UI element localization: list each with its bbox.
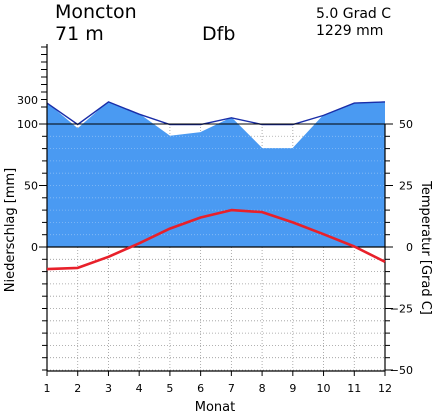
right-tick-label: −25 bbox=[390, 303, 413, 316]
x-tick-label: 8 bbox=[259, 382, 266, 395]
x-tick-label: 5 bbox=[166, 382, 173, 395]
x-tick-label: 7 bbox=[228, 382, 235, 395]
precipitation-compressed-edge bbox=[46, 101, 386, 126]
x-tick-label: 11 bbox=[347, 382, 361, 395]
right-tick-label: 25 bbox=[399, 180, 413, 193]
left-tick-label: 0 bbox=[31, 241, 38, 254]
x-tick-label: 3 bbox=[105, 382, 112, 395]
left-tick-label: 300 bbox=[17, 94, 38, 107]
right-tick-label: 50 bbox=[399, 118, 413, 131]
left-tick-label: 50 bbox=[24, 180, 38, 193]
station-elevation: 71 m bbox=[55, 23, 104, 45]
x-axis-title: Monat bbox=[195, 400, 235, 415]
temperature-series bbox=[46, 208, 386, 271]
right-tick-label: −50 bbox=[390, 364, 413, 377]
x-tick-label: 10 bbox=[317, 382, 331, 395]
precipitation-series bbox=[46, 101, 386, 248]
x-tick-label: 6 bbox=[197, 382, 204, 395]
annual-precipitation: 1229 mm bbox=[316, 23, 383, 39]
left-tick-label: 100 bbox=[17, 118, 38, 131]
right-tick-label: 0 bbox=[406, 241, 413, 254]
x-tick-label: 9 bbox=[289, 382, 296, 395]
right-axis-title: Temperatur [Grad C] bbox=[418, 180, 433, 315]
axes bbox=[39, 44, 393, 376]
precipitation-area bbox=[47, 101, 385, 248]
x-tick-label: 2 bbox=[74, 382, 81, 395]
x-tick-label: 12 bbox=[378, 382, 392, 395]
x-tick-label: 4 bbox=[136, 382, 143, 395]
mean-temperature: 5.0 Grad C bbox=[316, 6, 391, 22]
left-axis-title: Niederschlag [mm] bbox=[3, 168, 18, 293]
x-tick-label: 1 bbox=[44, 382, 51, 395]
climate-class: Dfb bbox=[202, 23, 235, 45]
temperature-line bbox=[46, 208, 386, 271]
station-name: Moncton bbox=[55, 1, 137, 23]
